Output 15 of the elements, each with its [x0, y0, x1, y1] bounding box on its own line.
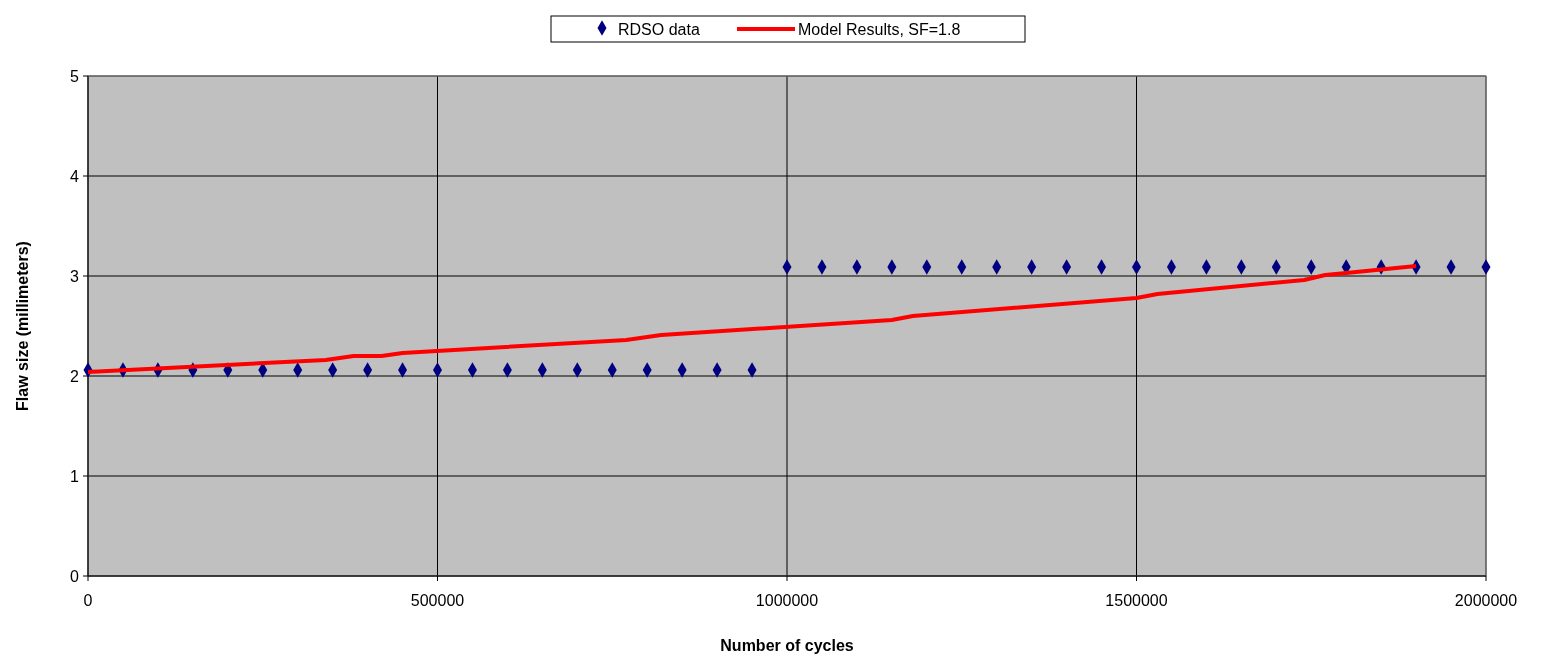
y-tick-label: 2 [70, 367, 80, 385]
x-tick-label: 500000 [410, 592, 465, 609]
legend-label: RDSO data [618, 20, 700, 38]
x-tick-label: 1000000 [755, 592, 819, 609]
x-tick-label: 2000000 [1454, 592, 1518, 609]
y-tick-label: 3 [70, 267, 80, 285]
legend-label: Model Results, SF=1.8 [798, 20, 961, 38]
y-tick-label: 1 [70, 467, 80, 485]
x-tick-label: 0 [83, 592, 93, 609]
y-tick-label: 5 [70, 67, 80, 85]
y-tick-label: 0 [70, 567, 80, 585]
x-axis-title: Number of cycles [720, 637, 854, 654]
y-axis-title: Flaw size (millimeters) [14, 241, 31, 411]
y-tick-label: 4 [70, 167, 80, 185]
x-tick-label: 1500000 [1105, 592, 1168, 609]
